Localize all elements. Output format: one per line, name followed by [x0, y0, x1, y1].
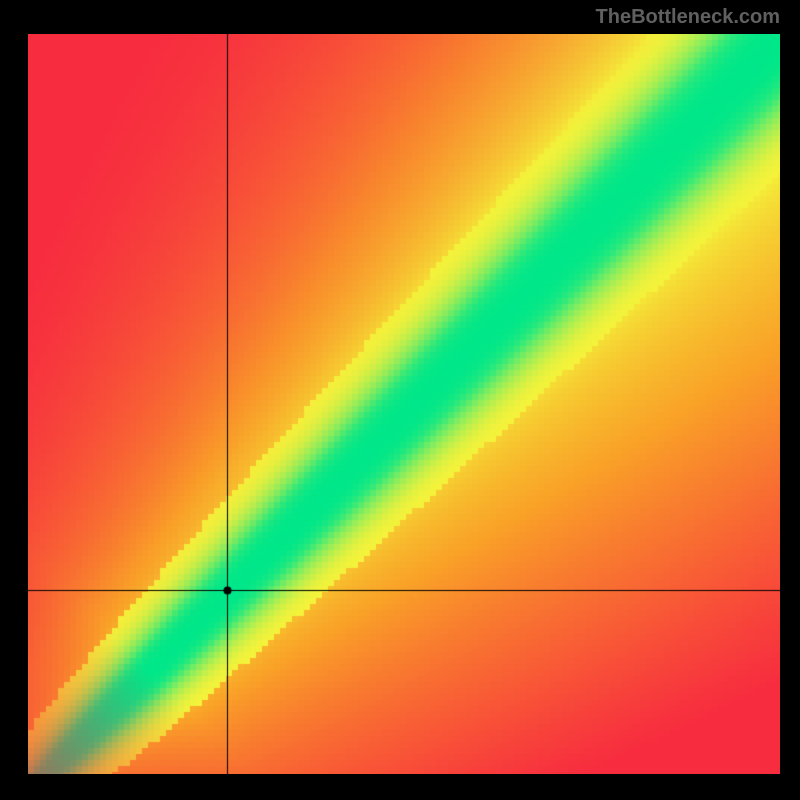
chart-container: TheBottleneck.com	[0, 0, 800, 800]
bottleneck-heatmap	[28, 34, 780, 774]
watermark-text: TheBottleneck.com	[596, 6, 780, 29]
